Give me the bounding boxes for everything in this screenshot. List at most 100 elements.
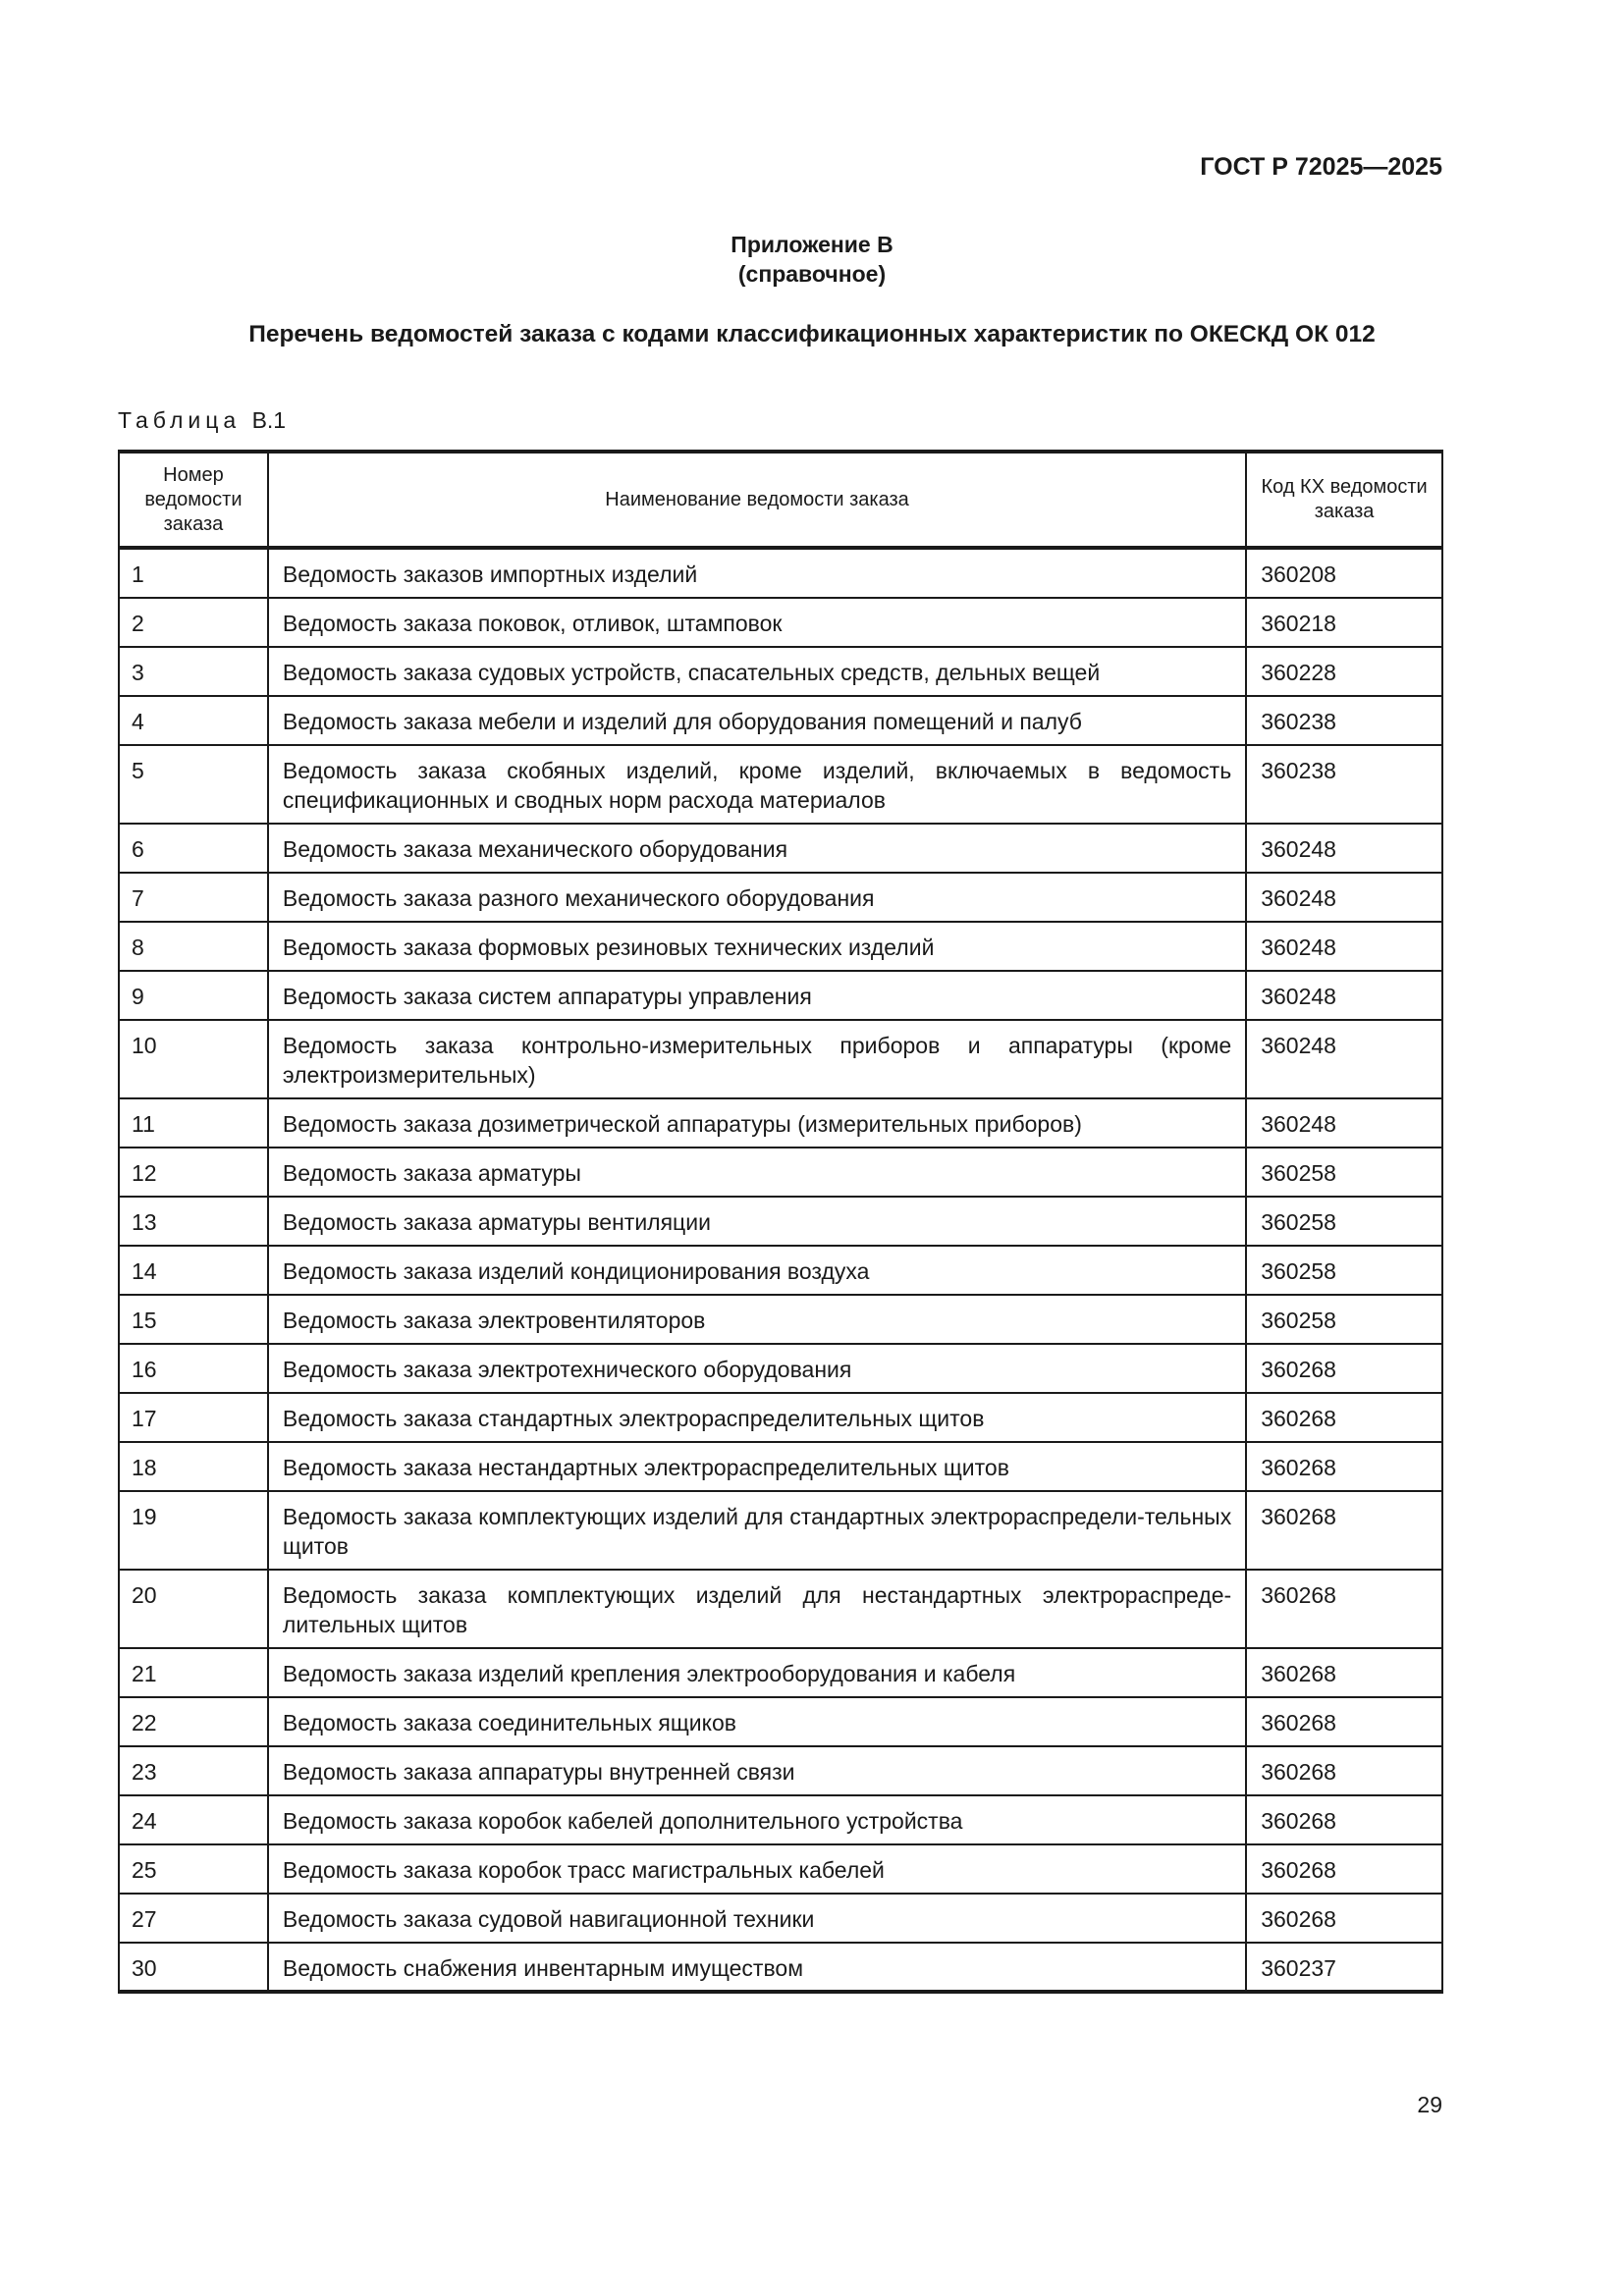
cell-number: 27	[118, 1893, 269, 1944]
cell-code: 360268	[1245, 1745, 1443, 1796]
cell-code: 360228	[1245, 646, 1443, 697]
cell-code: 360268	[1245, 1794, 1443, 1845]
cell-number: 17	[118, 1392, 269, 1443]
cell-name: Ведомость заказа мебели и изделий для об…	[266, 695, 1248, 746]
cell-number: 21	[118, 1647, 269, 1698]
cell-code: 360248	[1245, 823, 1443, 874]
cell-code: 360268	[1245, 1843, 1443, 1895]
cell-code: 360248	[1245, 921, 1443, 972]
cell-number: 18	[118, 1441, 269, 1492]
cell-number: 23	[118, 1745, 269, 1796]
cell-number: 16	[118, 1343, 269, 1394]
cell-code: 360248	[1245, 1019, 1443, 1099]
orders-table: Номер ведомости заказа Наименование ведо…	[118, 450, 1443, 1994]
cell-number: 12	[118, 1147, 269, 1198]
cell-name: Ведомость заказа нестандартных электрора…	[266, 1441, 1248, 1492]
cell-name: Ведомость заказа контрольно-измерительны…	[266, 1019, 1248, 1099]
table-row: 21 Ведомость заказа изделий крепления эле…	[118, 1647, 1443, 1698]
cell-number: 25	[118, 1843, 269, 1895]
table-row: 12 Ведомость заказа арматуры 360258	[118, 1147, 1443, 1198]
cell-number: 9	[118, 970, 269, 1021]
table-caption-word: Таблица	[118, 407, 242, 433]
cell-name: Ведомость заказа соединительных ящиков	[266, 1696, 1248, 1747]
cell-name: Ведомость заказа механического оборудова…	[266, 823, 1248, 874]
cell-code: 360268	[1245, 1893, 1443, 1944]
annex-subtitle: (справочное)	[737, 261, 887, 287]
table-header-row: Номер ведомости заказа Наименование ведо…	[118, 450, 1443, 548]
cell-name: Ведомость заказа разного механического о…	[266, 872, 1248, 923]
cell-name: Ведомость заказа электровентиляторов	[266, 1294, 1248, 1345]
annex-title: Приложение В	[731, 232, 893, 257]
table-row: 24 Ведомость заказа коробок кабелей допол…	[118, 1794, 1443, 1845]
column-header-name: Наименование ведомости заказа	[266, 450, 1248, 548]
table-row: 15 Ведомость заказа электровентиляторов 36…	[118, 1294, 1443, 1345]
cell-code: 360268	[1245, 1441, 1443, 1492]
cell-code: 360248	[1245, 872, 1443, 923]
cell-name: Ведомость заказа формовых резиновых техн…	[266, 921, 1248, 972]
cell-name: Ведомость заказов импортных изделий	[266, 548, 1248, 599]
table-row: 18 Ведомость заказа нестандартных электро…	[118, 1441, 1443, 1492]
cell-name: Ведомость заказа комплектующих изделий д…	[266, 1569, 1248, 1649]
cell-number: 30	[118, 1942, 269, 1994]
table-row: 5 Ведомость заказа скобяных изделий, кром…	[118, 744, 1443, 825]
cell-name: Ведомость заказа изделий кондиционирован…	[266, 1245, 1248, 1296]
table-row: 17 Ведомость заказа стандартных электрора…	[118, 1392, 1443, 1443]
table-row: 8 Ведомость заказа формовых резиновых тех…	[118, 921, 1443, 972]
cell-name: Ведомость заказа поковок, отливок, штамп…	[266, 597, 1248, 648]
page-number: 29	[1417, 2092, 1442, 2117]
cell-number: 8	[118, 921, 269, 972]
cell-code: 360258	[1245, 1245, 1443, 1296]
table-row: 6 Ведомость заказа механического оборудов…	[118, 823, 1443, 874]
cell-name: Ведомость заказа скобяных изделий, кроме…	[266, 744, 1248, 825]
cell-code: 360268	[1245, 1343, 1443, 1394]
table-row: 23 Ведомость заказа аппаратуры внутренней…	[118, 1745, 1443, 1796]
cell-code: 360268	[1245, 1392, 1443, 1443]
cell-name: Ведомость снабжения инвентарным имуществ…	[266, 1942, 1248, 1994]
table-row: 1 Ведомость заказов импортных изделий 3602…	[118, 548, 1443, 599]
cell-name: Ведомость заказа судовых устройств, спас…	[266, 646, 1248, 697]
cell-code: 360268	[1245, 1490, 1443, 1571]
cell-code: 360268	[1245, 1696, 1443, 1747]
document-code: ГОСТ Р 72025—2025	[1200, 153, 1442, 181]
cell-number: 6	[118, 823, 269, 874]
cell-code: 360258	[1245, 1147, 1443, 1198]
cell-number: 15	[118, 1294, 269, 1345]
table-row: 27 Ведомость заказа судовой навигационной…	[118, 1893, 1443, 1944]
cell-name: Ведомость заказа электротехнического обо…	[266, 1343, 1248, 1394]
table-row: 3 Ведомость заказа судовых устройств, спа…	[118, 646, 1443, 697]
cell-code: 360248	[1245, 970, 1443, 1021]
cell-number: 3	[118, 646, 269, 697]
table-caption-number: В.1	[251, 407, 287, 433]
cell-name: Ведомость заказа судовой навигационной т…	[266, 1893, 1248, 1944]
cell-name: Ведомость заказа коробок трасс магистрал…	[266, 1843, 1248, 1895]
cell-code: 360258	[1245, 1294, 1443, 1345]
table-row: 11 Ведомость заказа дозиметрической аппар…	[118, 1097, 1443, 1148]
annex-heading: Приложение В (справочное)	[0, 230, 1624, 289]
cell-name: Ведомость заказа комплектующих изделий д…	[266, 1490, 1248, 1571]
table-row: 20 Ведомость заказа комплектующих изделий…	[118, 1569, 1443, 1649]
cell-name: Ведомость заказа систем аппаратуры управ…	[266, 970, 1248, 1021]
cell-number: 7	[118, 872, 269, 923]
cell-name: Ведомость заказа аппаратуры внутренней с…	[266, 1745, 1248, 1796]
table-caption: Таблица В.1	[118, 407, 286, 434]
cell-number: 5	[118, 744, 269, 825]
cell-number: 22	[118, 1696, 269, 1747]
table-row: 30 Ведомость снабжения инвентарным имущес…	[118, 1942, 1443, 1994]
cell-number: 2	[118, 597, 269, 648]
cell-name: Ведомость заказа стандартных электрорасп…	[266, 1392, 1248, 1443]
cell-code: 360258	[1245, 1196, 1443, 1247]
cell-number: 14	[118, 1245, 269, 1296]
table-row: 19 Ведомость заказа комплектующих изделий…	[118, 1490, 1443, 1571]
table-row: 10 Ведомость заказа контрольно-измеритель…	[118, 1019, 1443, 1099]
table-row: 22 Ведомость заказа соединительных ящиков…	[118, 1696, 1443, 1747]
table-row: 25 Ведомость заказа коробок трасс магистр…	[118, 1843, 1443, 1895]
cell-code: 360238	[1245, 695, 1443, 746]
cell-code: 360218	[1245, 597, 1443, 648]
table-row: 14 Ведомость заказа изделий кондициониров…	[118, 1245, 1443, 1296]
cell-name: Ведомость заказа дозиметрической аппарат…	[266, 1097, 1248, 1148]
cell-name: Ведомость заказа изделий крепления элект…	[266, 1647, 1248, 1698]
cell-code: 360238	[1245, 744, 1443, 825]
table-row: 4 Ведомость заказа мебели и изделий для о…	[118, 695, 1443, 746]
cell-number: 24	[118, 1794, 269, 1845]
table-row: 9 Ведомость заказа систем аппаратуры упра…	[118, 970, 1443, 1021]
